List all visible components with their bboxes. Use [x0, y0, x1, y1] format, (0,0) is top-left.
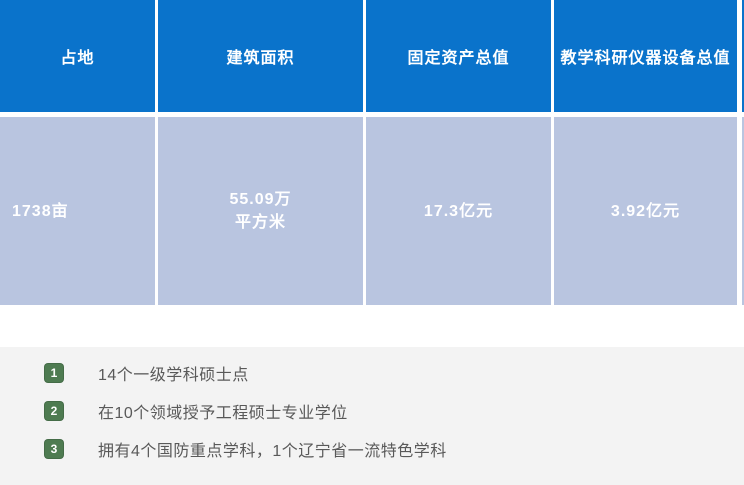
column-divider — [363, 0, 366, 112]
value-text: 17.3亿元 — [423, 202, 494, 220]
header-label: 教学科研仪器设备总值 — [560, 50, 731, 67]
value-text: 55.09万 — [229, 191, 292, 208]
table-header-row: 占地 建筑面积 固定资产总值 教学科研仪器设备总值 — [0, 0, 744, 112]
highlight-text: 14个一级学科硕士点 — [98, 367, 249, 384]
column-divider — [363, 117, 366, 305]
header-cell-fixed-assets: 固定资产总值 — [366, 0, 551, 112]
highlight-item: 3 拥有4个国防重点学科，1个辽宁省一流特色学科 — [0, 439, 744, 460]
value-text: 1738亩 — [12, 202, 69, 220]
item-number-badge: 3 — [44, 439, 64, 459]
section-spacer — [0, 305, 744, 347]
value-cell-building-area: 55.09万 平方米 — [158, 117, 363, 305]
highlight-item: 2 在10个领域授予工程硕士专业学位 — [0, 401, 744, 422]
cropped-column-sliver — [742, 0, 744, 112]
item-number-badge: 2 — [44, 401, 64, 421]
table-right-edge-gap — [737, 0, 742, 112]
header-label: 建筑面积 — [226, 50, 295, 67]
header-cell-building-area: 建筑面积 — [158, 0, 363, 112]
column-divider — [155, 117, 158, 305]
table-right-edge-gap — [737, 117, 742, 305]
table-value-row: 1738亩 55.09万 平方米 17.3亿元 3.92亿元 — [0, 117, 744, 305]
value-text: 平方米 — [234, 214, 286, 231]
cropped-column-sliver — [742, 117, 744, 305]
column-divider — [551, 117, 554, 305]
row-divider — [0, 112, 744, 117]
header-cell-equipment-value: 教学科研仪器设备总值 — [554, 0, 737, 112]
value-text: 3.92亿元 — [610, 202, 681, 220]
highlight-item: 1 14个一级学科硕士点 — [0, 363, 744, 384]
value-cell-fixed-assets: 17.3亿元 — [366, 117, 551, 305]
header-label: 占地 — [60, 50, 95, 67]
highlight-text: 在10个领域授予工程硕士专业学位 — [98, 405, 348, 422]
value-cell-equipment-value: 3.92亿元 — [554, 117, 737, 305]
column-divider — [155, 0, 158, 112]
value-cell-land-area: 1738亩 — [0, 117, 155, 305]
header-cell-land-area: 占地 — [0, 0, 155, 112]
highlights-panel: 1 14个一级学科硕士点 2 在10个领域授予工程硕士专业学位 3 拥有4个国防… — [0, 347, 744, 485]
item-number-badge: 1 — [44, 363, 64, 383]
highlight-text: 拥有4个国防重点学科，1个辽宁省一流特色学科 — [98, 443, 447, 460]
header-label: 固定资产总值 — [407, 50, 510, 67]
column-divider — [551, 0, 554, 112]
